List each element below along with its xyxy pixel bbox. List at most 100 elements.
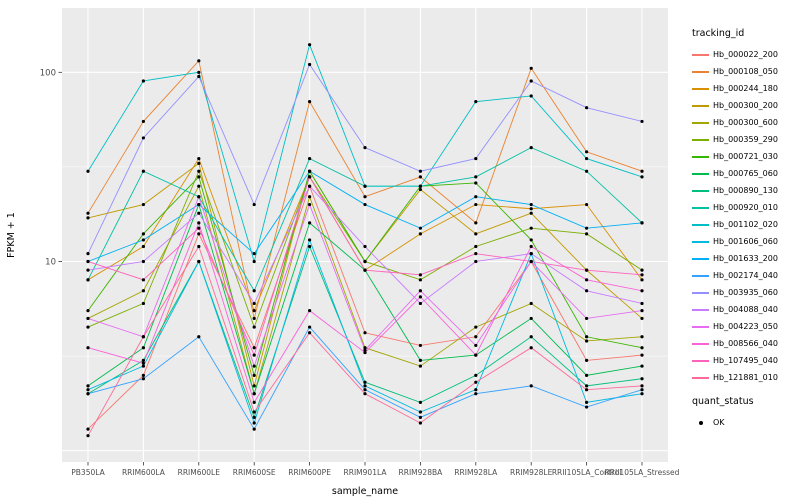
data-point [141, 259, 145, 264]
x-tick-label: RRIM928BA [399, 468, 444, 477]
data-point [474, 202, 478, 207]
data-point [197, 169, 201, 173]
legend-item: Hb_000244_180 [692, 80, 778, 97]
data-point [585, 373, 589, 377]
legend-item-label: Hb_000721_030 [713, 152, 778, 161]
data-point [308, 169, 312, 173]
data-point [197, 195, 201, 199]
legend-item: Hb_002174_040 [692, 267, 778, 284]
data-point [585, 335, 589, 339]
line-swatch-icon [692, 182, 709, 199]
data-point [640, 301, 644, 306]
data-point [197, 232, 201, 236]
data-point [363, 195, 367, 199]
data-point [308, 100, 312, 104]
data-point [141, 377, 145, 381]
data-point [141, 364, 145, 368]
data-point [640, 353, 644, 357]
legend-item: Hb_000300_600 [692, 114, 778, 131]
data-point [474, 175, 478, 179]
data-point [585, 150, 589, 154]
data-point [418, 410, 422, 414]
data-point [474, 373, 478, 377]
data-point [141, 238, 145, 242]
data-point [585, 316, 589, 321]
data-point [640, 377, 644, 381]
data-point [252, 316, 256, 321]
data-point [86, 392, 90, 396]
data-point [141, 278, 145, 282]
data-point [418, 364, 422, 368]
data-point [363, 350, 367, 355]
data-point [308, 238, 312, 242]
data-point [86, 434, 90, 438]
data-point [474, 221, 478, 225]
x-tick-label: RRIM600LE [178, 468, 221, 477]
data-point [252, 410, 256, 414]
data-point [86, 427, 90, 431]
data-point [197, 202, 201, 207]
data-point [585, 405, 589, 409]
data-point [308, 62, 312, 67]
data-point [252, 308, 256, 313]
data-point [474, 252, 478, 256]
data-point [418, 187, 422, 192]
data-point [474, 195, 478, 199]
data-point [197, 335, 201, 339]
data-point [474, 232, 478, 236]
data-point [418, 184, 422, 188]
data-point [529, 226, 533, 230]
data-point [308, 244, 312, 249]
legend-item: Hb_000920_010 [692, 199, 778, 216]
data-point [418, 421, 422, 425]
data-point [529, 346, 533, 350]
data-point [474, 388, 478, 392]
data-point [585, 106, 589, 110]
line-swatch-icon [692, 148, 709, 165]
data-point [418, 343, 422, 348]
data-point [141, 232, 145, 236]
data-point [529, 94, 533, 98]
data-point [252, 202, 256, 207]
data-point [363, 384, 367, 388]
data-point [252, 259, 256, 264]
data-point [363, 346, 367, 350]
line-swatch-icon [692, 318, 709, 335]
data-point [585, 232, 589, 236]
data-point [418, 232, 422, 236]
data-point [418, 289, 422, 293]
data-point [585, 268, 589, 272]
line-swatch-icon [692, 46, 709, 63]
data-point [529, 207, 533, 211]
data-point [529, 238, 533, 242]
data-point [363, 380, 367, 384]
data-point [141, 373, 145, 377]
data-point [640, 364, 644, 368]
data-point [418, 278, 422, 282]
legend-item: Hb_000765_060 [692, 165, 778, 182]
legend-item: Hb_107495_040 [692, 352, 778, 369]
data-point [86, 388, 90, 392]
data-point [474, 335, 478, 339]
data-point [252, 252, 256, 256]
x-tick-label: RRIM928LE [510, 468, 553, 477]
data-point [418, 295, 422, 299]
data-point [585, 289, 589, 293]
legend-item-label: Hb_107495_040 [713, 356, 778, 365]
data-point [308, 156, 312, 161]
data-point [640, 175, 644, 179]
data-point [585, 226, 589, 230]
data-point [474, 325, 478, 329]
data-point [418, 415, 422, 419]
legend-item: Hb_000108_050 [692, 63, 778, 80]
line-swatch-icon [692, 284, 709, 301]
data-point [86, 316, 90, 321]
legend-item-label: Hb_000108_050 [713, 67, 778, 76]
data-point [308, 195, 312, 199]
data-point [252, 325, 256, 329]
data-point [141, 358, 145, 362]
legend-items: Hb_000022_200 Hb_000108_050 Hb_000244_180 H… [692, 46, 778, 386]
x-tick-label: RRIM600SE [233, 468, 276, 477]
data-point [141, 79, 145, 83]
